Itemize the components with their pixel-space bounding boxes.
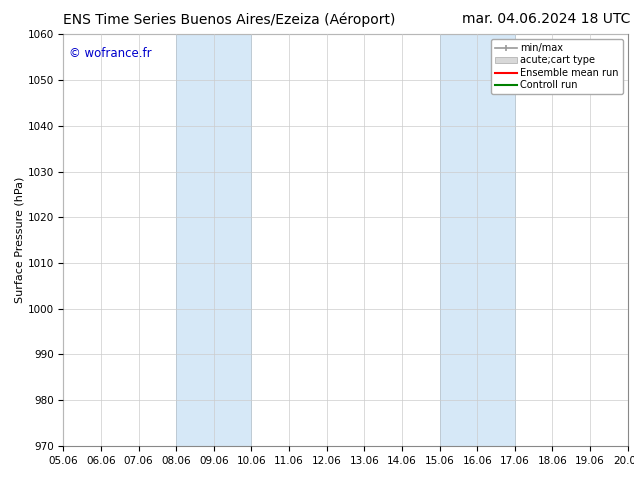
Legend: min/max, acute;cart type, Ensemble mean run, Controll run: min/max, acute;cart type, Ensemble mean … (491, 39, 623, 94)
Text: © wofrance.fr: © wofrance.fr (69, 47, 152, 60)
Bar (439, 34, 515, 446)
Text: ENS Time Series Buenos Aires/Ezeiza (Aéroport): ENS Time Series Buenos Aires/Ezeiza (Aér… (63, 12, 396, 27)
Bar (176, 34, 252, 446)
Y-axis label: Surface Pressure (hPa): Surface Pressure (hPa) (15, 177, 25, 303)
Text: mar. 04.06.2024 18 UTC: mar. 04.06.2024 18 UTC (462, 12, 631, 26)
